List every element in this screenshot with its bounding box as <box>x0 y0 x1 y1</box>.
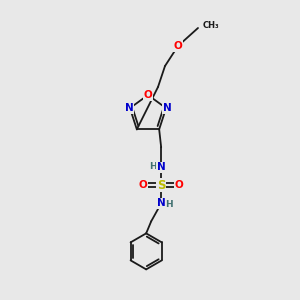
Text: N: N <box>163 103 171 113</box>
Text: O: O <box>175 180 184 190</box>
Text: N: N <box>124 103 133 113</box>
Text: H: H <box>149 162 157 171</box>
Text: N: N <box>157 198 166 208</box>
Text: N: N <box>157 162 166 172</box>
Text: O: O <box>174 41 182 51</box>
Text: O: O <box>139 180 148 190</box>
Text: S: S <box>157 179 165 192</box>
Text: O: O <box>144 90 152 100</box>
Text: H: H <box>165 200 173 209</box>
Text: CH₃: CH₃ <box>203 20 220 29</box>
